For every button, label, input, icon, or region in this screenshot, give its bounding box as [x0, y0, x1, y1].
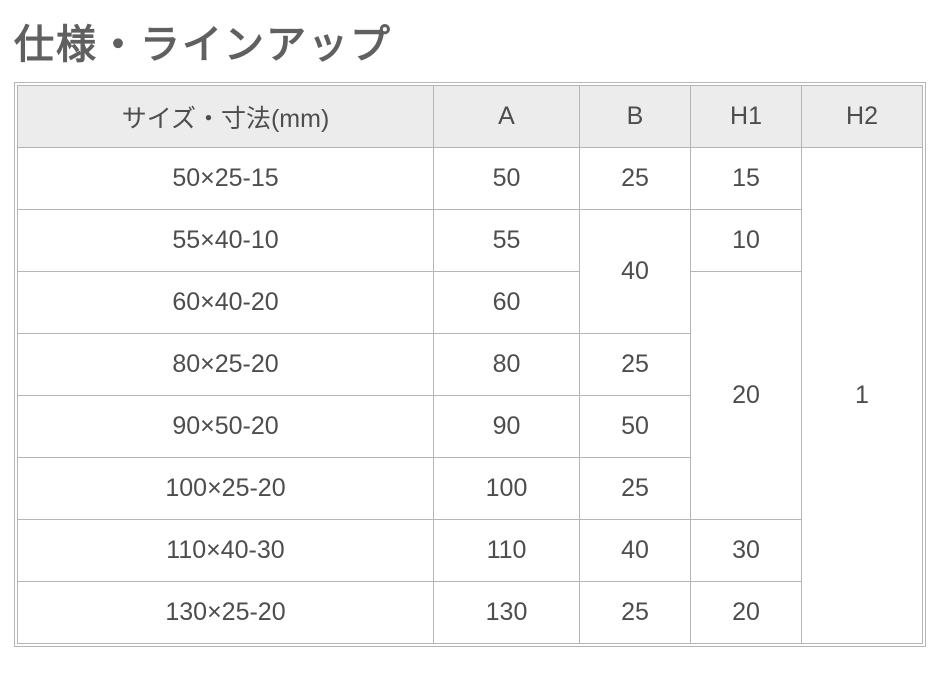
cell-h1: 20: [691, 272, 802, 520]
col-header-a: A: [434, 86, 580, 148]
col-header-h1: H1: [691, 86, 802, 148]
cell-a: 55: [434, 210, 580, 272]
cell-h1: 30: [691, 520, 802, 582]
cell-a: 100: [434, 458, 580, 520]
cell-size: 60×40-20: [18, 272, 434, 334]
cell-b: 40: [580, 520, 691, 582]
table-header-row: サイズ・寸法(mm) A B H1 H2: [18, 86, 923, 148]
cell-b: 25: [580, 582, 691, 644]
table-row: 50×25-15 50 25 15 1: [18, 148, 923, 210]
cell-a: 130: [434, 582, 580, 644]
spec-table: サイズ・寸法(mm) A B H1 H2 50×25-15 50 25 15 1…: [17, 85, 923, 644]
cell-b: 50: [580, 396, 691, 458]
cell-a: 50: [434, 148, 580, 210]
page-title: 仕様・ラインアップ: [14, 12, 926, 70]
table-row: 60×40-20 60 20: [18, 272, 923, 334]
table-row: 130×25-20 130 25 20: [18, 582, 923, 644]
col-header-size: サイズ・寸法(mm): [18, 86, 434, 148]
cell-a: 110: [434, 520, 580, 582]
cell-a: 60: [434, 272, 580, 334]
cell-b: 25: [580, 148, 691, 210]
cell-size: 50×25-15: [18, 148, 434, 210]
cell-size: 80×25-20: [18, 334, 434, 396]
cell-h2: 1: [802, 148, 923, 644]
cell-b: 25: [580, 334, 691, 396]
cell-a: 90: [434, 396, 580, 458]
cell-h1: 10: [691, 210, 802, 272]
cell-size: 55×40-10: [18, 210, 434, 272]
cell-b: 25: [580, 458, 691, 520]
col-header-b: B: [580, 86, 691, 148]
cell-h1: 20: [691, 582, 802, 644]
col-header-h2: H2: [802, 86, 923, 148]
table-row: 110×40-30 110 40 30: [18, 520, 923, 582]
cell-h1: 15: [691, 148, 802, 210]
spec-table-container: サイズ・寸法(mm) A B H1 H2 50×25-15 50 25 15 1…: [14, 82, 926, 647]
cell-size: 110×40-30: [18, 520, 434, 582]
table-row: 55×40-10 55 40 10: [18, 210, 923, 272]
cell-size: 130×25-20: [18, 582, 434, 644]
cell-size: 100×25-20: [18, 458, 434, 520]
cell-a: 80: [434, 334, 580, 396]
cell-b: 40: [580, 210, 691, 334]
cell-size: 90×50-20: [18, 396, 434, 458]
